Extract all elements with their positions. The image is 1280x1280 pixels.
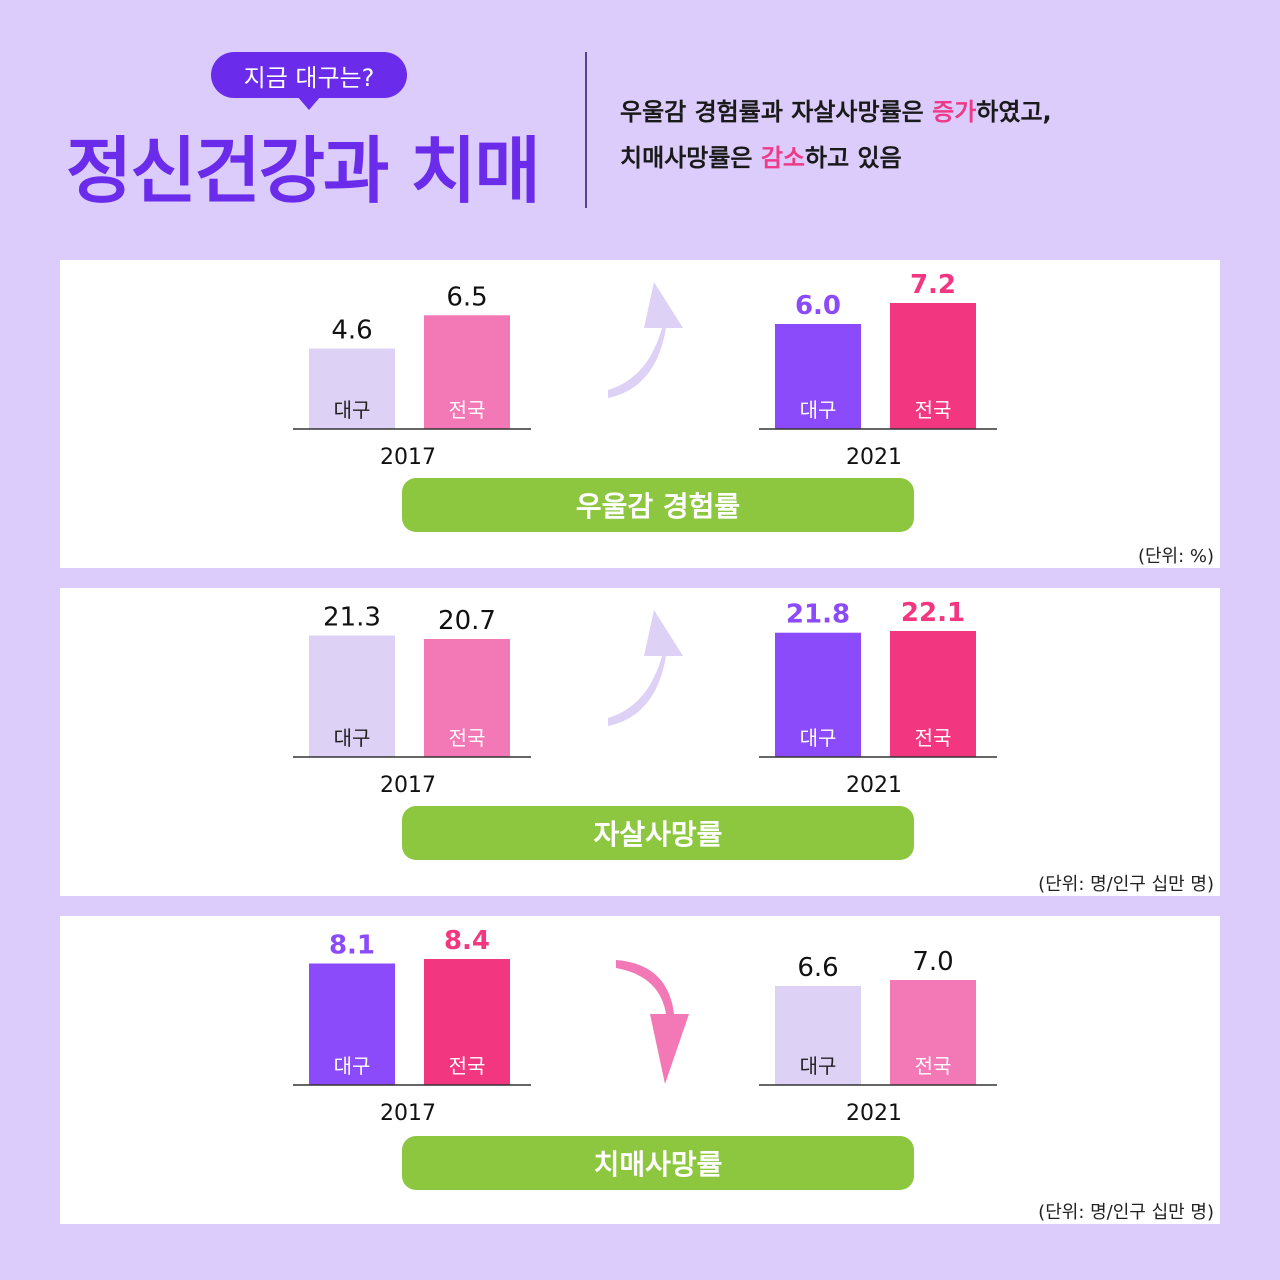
data-label-suicide-2017-1: 20.7 <box>438 606 496 636</box>
bar-category-label-suicide-2021-1: 전국 <box>915 726 952 750</box>
bar-category-label-depression-2017-1: 전국 <box>449 398 486 422</box>
data-label-dementia-2017-0: 8.1 <box>329 931 375 961</box>
chart-title-pill-suicide: 자살사망률 <box>402 806 914 860</box>
trend-arrow-down-icon <box>616 960 689 1084</box>
data-label-dementia-2021-1: 7.0 <box>912 947 953 977</box>
year-label-suicide-2017: 2017 <box>380 773 436 798</box>
bar-depression-2021-0 <box>775 324 861 429</box>
data-label-suicide-2017-0: 21.3 <box>323 603 381 633</box>
bar-suicide-2017-1 <box>424 638 510 757</box>
year-label-suicide-2021: 2021 <box>846 773 902 798</box>
header-divider <box>585 52 587 208</box>
chart-title-depression: 우울감 경험률 <box>575 490 741 523</box>
year-label-depression-2017: 2017 <box>380 445 436 470</box>
chart-unit-depression: (단위: %) <box>1137 546 1214 567</box>
summary-line-1: 우울감 경험률과 자살사망률은 증가하였고, <box>620 92 1052 127</box>
chart-svg-depression: 대구 4.6 전국 6.5 2017 대구 6.0 전국 7.2 2021 <box>293 270 997 470</box>
page-title: 정신건강과 치매 <box>66 129 541 213</box>
chart-panel-suicide: 대구 21.3 전국 20.7 2017 대구 21.8 전국 22.1 2021 자살사망률 (… <box>60 588 1220 896</box>
bar-category-label-suicide-2017-1: 전국 <box>449 726 486 750</box>
bar-category-label-dementia-2021-1: 전국 <box>915 1054 952 1078</box>
header-badge-tail <box>297 96 321 110</box>
data-label-depression-2021-1: 7.2 <box>910 270 956 300</box>
bar-suicide-2021-1 <box>890 631 976 757</box>
bar-category-label-depression-2017-0: 대구 <box>334 398 371 422</box>
chart-title-pill-dementia: 치매사망률 <box>402 1136 914 1190</box>
bar-category-label-suicide-2021-0: 대구 <box>800 726 837 750</box>
chart-title-suicide: 자살사망률 <box>593 818 723 851</box>
chart-svg-dementia: 대구 8.1 전국 8.4 2017 대구 6.6 전국 7.0 2021 <box>293 926 997 1126</box>
chart-panel-depression: 대구 4.6 전국 6.5 2017 대구 6.0 전국 7.2 2021 우울감 경험률 (단위… <box>60 260 1220 568</box>
trend-arrow-up-icon <box>608 282 683 398</box>
data-label-depression-2021-0: 6.0 <box>795 291 841 321</box>
data-label-depression-2017-0: 4.6 <box>331 316 372 346</box>
bar-dementia-2017-0 <box>309 963 395 1085</box>
trend-arrow-up-icon <box>608 610 683 726</box>
bar-depression-2021-1 <box>890 303 976 429</box>
year-label-dementia-2017: 2017 <box>380 1101 436 1126</box>
header-badge-text: 지금 대구는? <box>243 63 375 92</box>
data-label-dementia-2021-0: 6.6 <box>797 953 838 983</box>
chart-title-dementia: 치매사망률 <box>593 1148 723 1181</box>
summary-line-2-text-a: 치매사망률은 <box>620 144 761 172</box>
summary-line-2-text-c: 하고 있음 <box>805 144 902 172</box>
header-badge: 지금 대구는? <box>211 52 407 98</box>
bar-depression-2017-0 <box>309 348 395 429</box>
bar-dementia-2021-1 <box>890 980 976 1085</box>
year-label-depression-2021: 2021 <box>846 445 902 470</box>
bar-dementia-2021-0 <box>775 986 861 1085</box>
year-label-dementia-2021: 2021 <box>846 1101 902 1126</box>
data-label-depression-2017-1: 6.5 <box>446 282 487 312</box>
summary-line-1-text-a: 우울감 경험률과 자살사망률은 <box>620 98 933 126</box>
chart-unit-dementia: (단위: 명/인구 십만 명) <box>1038 1202 1214 1223</box>
bar-category-label-dementia-2021-0: 대구 <box>800 1054 837 1078</box>
summary-line-1-highlight: 증가 <box>932 98 977 126</box>
summary-line-1-text-c: 하였고, <box>976 98 1052 126</box>
bar-dementia-2017-1 <box>424 959 510 1085</box>
chart-title-pill-depression: 우울감 경험률 <box>402 478 914 532</box>
bar-suicide-2017-0 <box>309 635 395 757</box>
bar-category-label-dementia-2017-1: 전국 <box>449 1054 486 1078</box>
bar-category-label-depression-2021-1: 전국 <box>915 398 952 422</box>
data-label-suicide-2021-1: 22.1 <box>901 598 965 628</box>
bar-depression-2017-1 <box>424 315 510 429</box>
summary-line-2: 치매사망률은 감소하고 있음 <box>620 138 902 173</box>
bar-suicide-2021-0 <box>775 632 861 757</box>
chart-svg-suicide: 대구 21.3 전국 20.7 2017 대구 21.8 전국 22.1 2021 <box>293 598 997 798</box>
bar-category-label-depression-2021-0: 대구 <box>800 398 837 422</box>
bar-category-label-dementia-2017-0: 대구 <box>334 1054 371 1078</box>
bar-category-label-suicide-2017-0: 대구 <box>334 726 371 750</box>
summary-line-2-highlight: 감소 <box>760 144 806 172</box>
chart-panel-dementia: 대구 8.1 전국 8.4 2017 대구 6.6 전국 7.0 2021 치매사망률 (단위: … <box>60 916 1220 1224</box>
data-label-dementia-2017-1: 8.4 <box>444 926 490 956</box>
data-label-suicide-2021-0: 21.8 <box>786 600 850 630</box>
chart-unit-suicide: (단위: 명/인구 십만 명) <box>1038 874 1214 895</box>
